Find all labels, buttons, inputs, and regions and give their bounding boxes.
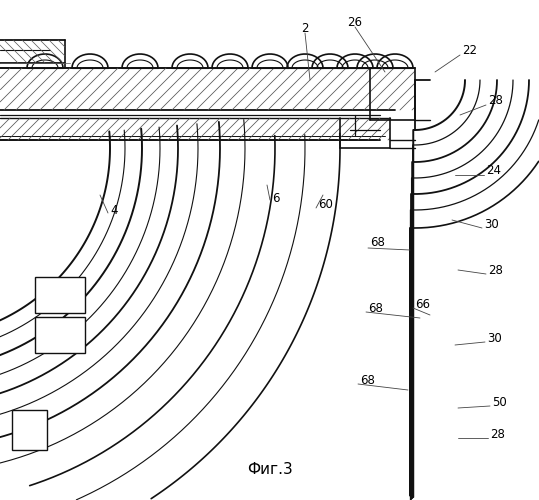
Text: 30: 30 <box>484 218 499 232</box>
Bar <box>12 410 47 450</box>
Text: 66: 66 <box>415 298 430 312</box>
Text: 28: 28 <box>488 94 503 106</box>
Bar <box>35 277 85 313</box>
Text: Фиг.3: Фиг.3 <box>247 462 292 477</box>
Text: 50: 50 <box>492 396 507 408</box>
Text: 68: 68 <box>368 302 383 314</box>
Text: 28: 28 <box>490 428 505 442</box>
Text: 28: 28 <box>488 264 503 276</box>
Text: 2: 2 <box>301 22 309 35</box>
Text: 22: 22 <box>462 44 477 57</box>
Text: 4: 4 <box>110 204 118 216</box>
Text: 24: 24 <box>486 164 501 176</box>
Bar <box>35 317 85 353</box>
Text: 26: 26 <box>348 16 363 28</box>
Text: 30: 30 <box>487 332 502 344</box>
Text: 6: 6 <box>272 192 280 204</box>
Text: 68: 68 <box>370 236 385 250</box>
Text: 60: 60 <box>318 198 333 211</box>
Text: 68: 68 <box>360 374 375 386</box>
